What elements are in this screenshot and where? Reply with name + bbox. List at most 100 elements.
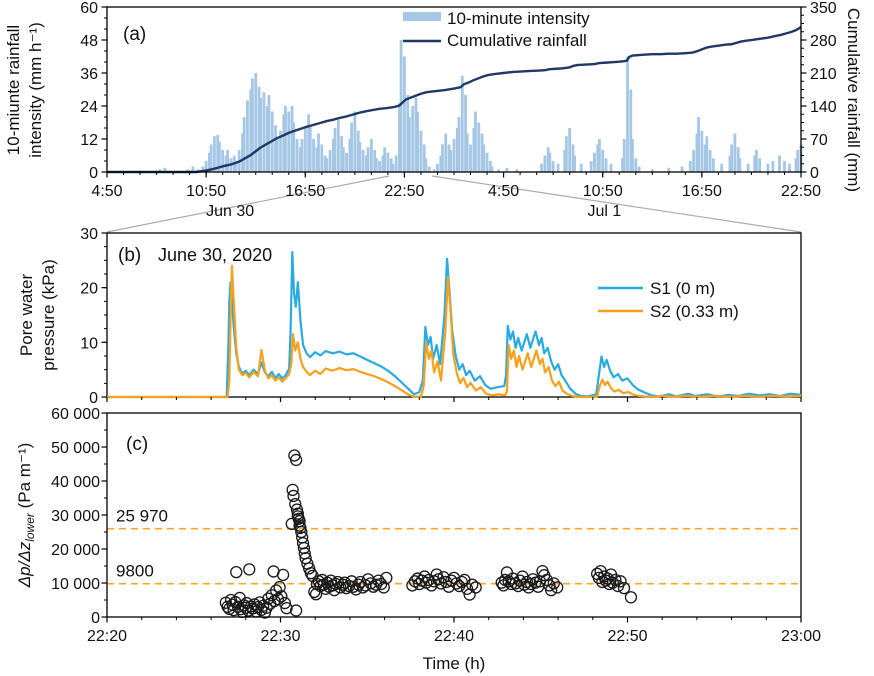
intensity-bar — [224, 155, 228, 172]
intensity-bar — [515, 169, 519, 172]
intensity-bar — [325, 158, 329, 172]
intensity-bar — [604, 158, 608, 172]
panel-a-ylabel-line1: 10-miunte rainfall — [4, 25, 23, 155]
y-right-tick-label: 350 — [810, 0, 837, 17]
zoom-connector-left — [106, 175, 390, 233]
panel-b-ylabel-line1: Pore water — [17, 274, 36, 357]
ylabel-subscript: lower — [23, 512, 37, 542]
date-label: Jun 30 — [206, 203, 254, 220]
panel-b-letter: (b) — [118, 245, 141, 266]
intensity-bar — [480, 133, 484, 172]
intensity-bar — [720, 163, 724, 172]
intensity-bar — [432, 169, 436, 172]
intensity-bar — [381, 155, 385, 172]
x-tick-label: 16:50 — [682, 183, 722, 200]
intensity-bar — [697, 117, 700, 172]
x-tick-label: 16:50 — [285, 183, 325, 200]
intensity-bar — [274, 125, 277, 172]
intensity-bar — [267, 95, 271, 172]
panel-a: 4:50 10:50 16:50 22:50 4:50 10:50 16:50 22:50 Ju… — [4, 0, 863, 220]
zoom-connector-lines — [106, 175, 802, 233]
intensity-bar — [733, 133, 737, 172]
intensity-bar — [424, 158, 428, 172]
intensity-bar — [295, 139, 299, 172]
intensity-bar — [705, 136, 709, 172]
intensity-bar — [728, 155, 732, 172]
intensity-bar — [350, 122, 353, 172]
intensity-bar — [279, 130, 282, 172]
scatter-point — [329, 577, 343, 591]
scatter-point — [278, 596, 291, 610]
y-tick-label: 24 — [80, 99, 98, 116]
panel-c-ylabel: Δp/Δzlower (Pa m⁻¹) — [15, 443, 37, 589]
x-tick-label: 22:20 — [87, 628, 127, 645]
intensity-bar — [365, 155, 368, 172]
intensity-bar — [589, 161, 593, 172]
intensity-bar — [307, 114, 310, 172]
pore-pressure-lines — [107, 251, 802, 399]
intensity-bar — [778, 155, 781, 172]
intensity-bar — [407, 117, 411, 172]
intensity-bar — [353, 111, 357, 172]
intensity-bar — [622, 139, 626, 172]
intensity-bar — [378, 161, 382, 172]
intensity-bar — [546, 147, 550, 172]
intensity-bar — [251, 78, 254, 172]
intensity-bar — [650, 169, 654, 172]
panel-c-xlabel: Time (h) — [423, 654, 486, 673]
intensity-bar — [331, 139, 335, 172]
intensity-bar — [455, 128, 459, 172]
intensity-bar — [259, 97, 263, 172]
scatter-point — [377, 581, 390, 594]
intensity-bar — [490, 166, 494, 172]
intensity-bar — [419, 130, 423, 172]
intensity-bar — [186, 169, 190, 172]
intensity-bar — [191, 166, 195, 172]
intensity-bar — [374, 158, 378, 172]
panel-a-ylabel-line2: intensity (mm h⁻¹) — [26, 22, 45, 158]
intensity-bar — [217, 141, 221, 172]
intensity-bar — [300, 139, 304, 172]
intensity-bar — [315, 147, 319, 172]
y-tick-label: 40 000 — [51, 474, 100, 491]
intensity-legend-swatch — [403, 12, 441, 21]
intensity-bar — [383, 147, 386, 172]
intensity-bar — [406, 95, 410, 172]
intensity-bar — [284, 106, 287, 172]
intensity-bar — [356, 130, 360, 172]
intensity-bar — [472, 128, 476, 172]
panel-c-ticks: 22:20 22:30 22:40 22:50 23:00 0 10 000 20 000 30… — [51, 406, 821, 645]
intensity-bar — [738, 158, 742, 172]
intensity-bar — [753, 155, 757, 172]
intensity-bar — [626, 56, 629, 172]
intensity-bar — [411, 106, 415, 172]
intensity-bar — [336, 119, 340, 172]
threshold-label-25970: 25 970 — [116, 507, 168, 526]
intensity-bar — [568, 128, 572, 172]
intensity-bar — [213, 136, 216, 172]
panel-a-letter: (a) — [123, 24, 146, 45]
scatter-point — [328, 583, 341, 597]
panel-b-date-annotation: June 30, 2020 — [158, 245, 272, 265]
intensity-bar — [667, 167, 671, 172]
intensity-bar — [634, 158, 638, 172]
intensity-bar — [598, 139, 601, 172]
intensity-bar — [736, 147, 740, 172]
intensity-bar — [794, 158, 798, 172]
scatter-point — [230, 565, 243, 579]
panel-a-ticks: 4:50 10:50 16:50 22:50 4:50 10:50 16:50 22:50 Ju… — [80, 0, 837, 220]
intensity-bar — [226, 150, 230, 172]
scatter-point — [271, 592, 285, 606]
intensity-bar — [427, 166, 431, 172]
scatter-point — [450, 577, 463, 590]
intensity-bar — [460, 75, 464, 172]
intensity-bar — [482, 144, 486, 172]
intensity-bar — [249, 89, 253, 172]
intensity-bar — [369, 139, 373, 172]
y-tick-label: 30 000 — [51, 508, 100, 525]
scatter-point — [466, 578, 479, 591]
intensity-bar — [457, 117, 461, 172]
scatter-point — [243, 563, 256, 576]
intensity-bar — [422, 144, 426, 172]
x-tick-label: 10:50 — [583, 183, 623, 200]
